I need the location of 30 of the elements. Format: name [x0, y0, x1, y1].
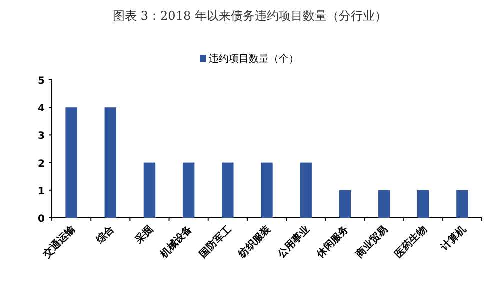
bar — [66, 108, 78, 218]
bar — [261, 162, 273, 218]
x-tick-label: 采掘 — [132, 224, 156, 247]
legend-label: 违约项目数量（个） — [209, 53, 299, 65]
x-tick-label: 计算机 — [438, 224, 469, 254]
y-tick-label: 4 — [38, 104, 46, 115]
x-tick-label: 综合 — [93, 222, 118, 247]
bar — [456, 190, 468, 218]
bar — [300, 162, 312, 218]
x-tick-label: 国防军工 — [197, 224, 234, 260]
bar — [339, 190, 352, 218]
x-tick-label: 纺织服装 — [236, 222, 274, 262]
x-tick-label: 商业贸易 — [352, 224, 390, 262]
bar — [104, 108, 116, 218]
y-tick-label: 0 — [38, 214, 46, 225]
y-tick-label: 2 — [38, 158, 46, 170]
x-tick-label: 交通运输 — [40, 222, 78, 262]
bar — [418, 190, 430, 218]
chart-title: 图表 3：2018 年以来债务违约项目数量（分行业） — [113, 9, 387, 23]
y-tick-label: 5 — [38, 76, 46, 87]
bar — [182, 162, 195, 218]
bar — [378, 190, 390, 218]
y-tick-label: 1 — [38, 186, 46, 198]
x-tick-label: 休闲服务 — [314, 224, 352, 262]
y-tick-label: 3 — [38, 131, 46, 142]
bar — [222, 162, 234, 218]
x-tick-label: 公用事业 — [274, 224, 312, 262]
bar — [144, 162, 156, 218]
x-tick-label: 医药生物 — [392, 224, 430, 260]
x-tick-label: 机械设备 — [157, 222, 196, 262]
